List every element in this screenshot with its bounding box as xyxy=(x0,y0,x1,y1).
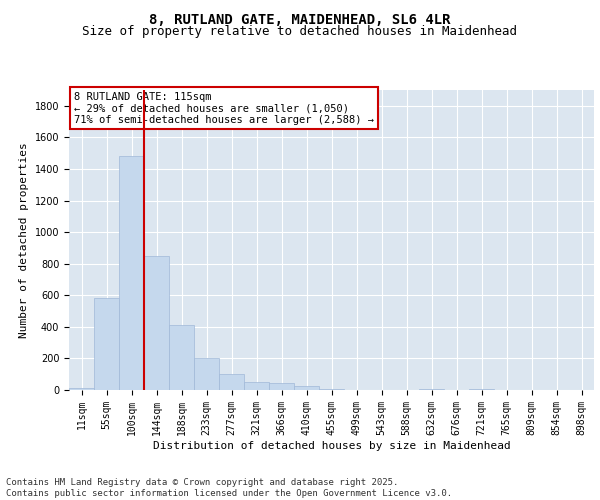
Y-axis label: Number of detached properties: Number of detached properties xyxy=(19,142,29,338)
X-axis label: Distribution of detached houses by size in Maidenhead: Distribution of detached houses by size … xyxy=(152,440,511,450)
Bar xyxy=(169,326,194,390)
Text: 8 RUTLAND GATE: 115sqm
← 29% of detached houses are smaller (1,050)
71% of semi-: 8 RUTLAND GATE: 115sqm ← 29% of detached… xyxy=(74,92,374,124)
Text: 8, RUTLAND GATE, MAIDENHEAD, SL6 4LR: 8, RUTLAND GATE, MAIDENHEAD, SL6 4LR xyxy=(149,12,451,26)
Bar xyxy=(219,374,244,390)
Bar xyxy=(419,389,444,390)
Bar xyxy=(119,156,144,390)
Bar xyxy=(294,386,319,390)
Bar xyxy=(244,382,269,390)
Bar xyxy=(469,389,494,390)
Bar xyxy=(69,388,94,390)
Bar xyxy=(194,358,219,390)
Bar xyxy=(319,389,344,390)
Bar xyxy=(94,298,119,390)
Text: Contains HM Land Registry data © Crown copyright and database right 2025.
Contai: Contains HM Land Registry data © Crown c… xyxy=(6,478,452,498)
Bar xyxy=(269,383,294,390)
Bar xyxy=(144,256,169,390)
Text: Size of property relative to detached houses in Maidenhead: Size of property relative to detached ho… xyxy=(83,25,517,38)
